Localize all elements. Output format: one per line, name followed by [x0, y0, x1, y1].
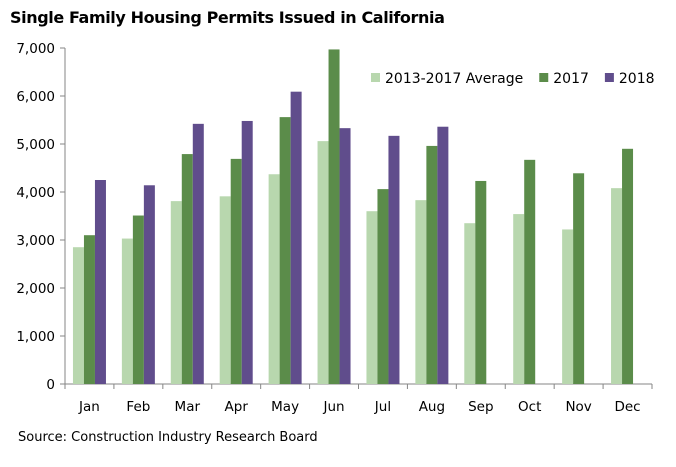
- bar-nov-2017: [573, 173, 585, 384]
- bar-apr-2013-2017-average: [219, 196, 231, 384]
- bar-jan-2017: [83, 235, 95, 384]
- legend-label: 2018: [619, 71, 655, 87]
- bar-feb-2013-2017-average: [121, 238, 133, 384]
- bar-may-2013-2017-average: [268, 174, 280, 384]
- bar-aug-2013-2017-average: [415, 200, 427, 384]
- bar-oct-2017: [524, 159, 536, 384]
- x-tick-label: Jan: [78, 399, 100, 415]
- bar-nov-2013-2017-average: [562, 229, 574, 384]
- x-tick-label: Dec: [614, 399, 640, 415]
- bar-jun-2018: [339, 128, 351, 384]
- bar-jul-2013-2017-average: [366, 211, 378, 384]
- chart-title: Single Family Housing Permits Issued in …: [10, 8, 445, 27]
- bar-feb-2018: [143, 185, 155, 384]
- x-tick-label: Feb: [126, 399, 150, 415]
- bar-may-2018: [290, 91, 302, 385]
- y-tick-label: 7,000: [16, 41, 55, 57]
- bar-apr-2018: [241, 120, 253, 385]
- bar-oct-2013-2017-average: [513, 214, 525, 384]
- y-tick-label: 1,000: [16, 329, 55, 345]
- source-note: Source: Construction Industry Research B…: [18, 430, 318, 445]
- x-tick-label: Oct: [518, 399, 541, 415]
- x-tick-label: Apr: [225, 399, 249, 415]
- legend-swatch: [604, 73, 614, 82]
- legend-swatch: [371, 73, 380, 82]
- bar-sep-2017: [475, 180, 487, 384]
- bar-mar-2013-2017-average: [170, 201, 182, 384]
- y-tick-label: 6,000: [16, 89, 55, 105]
- legend-label: 2013-2017 Average: [385, 71, 523, 87]
- bar-apr-2017: [230, 158, 242, 384]
- y-tick-label: 5,000: [16, 137, 55, 153]
- x-tick-label: May: [271, 399, 299, 415]
- y-tick-label: 4,000: [16, 185, 55, 201]
- bar-mar-2018: [192, 123, 204, 384]
- x-tick-label: Nov: [565, 399, 591, 415]
- bar-aug-2018: [437, 126, 449, 384]
- bar-sep-2013-2017-average: [464, 223, 476, 384]
- bar-dec-2013-2017-average: [611, 188, 623, 384]
- x-tick-label: Mar: [175, 399, 201, 415]
- bar-jun-2017: [328, 49, 340, 384]
- bar-jan-2018: [94, 180, 106, 384]
- bar-jul-2018: [388, 135, 400, 384]
- y-tick-label: 0: [46, 377, 55, 393]
- bar-mar-2017: [181, 154, 193, 384]
- x-tick-label: Sep: [468, 399, 493, 415]
- bar-aug-2017: [426, 145, 438, 384]
- legend-label: 2017: [553, 71, 589, 87]
- bar-feb-2017: [132, 215, 144, 384]
- bar-jun-2013-2017-average: [317, 141, 329, 384]
- bar-may-2017: [279, 117, 291, 385]
- x-tick-label: Jun: [322, 399, 344, 415]
- legend-swatch: [539, 73, 549, 82]
- bar-jan-2013-2017-average: [72, 247, 84, 384]
- y-tick-label: 3,000: [16, 233, 55, 249]
- y-tick-label: 2,000: [16, 281, 55, 297]
- bar-dec-2017: [622, 148, 634, 384]
- bar-jul-2017: [377, 189, 389, 384]
- x-tick-label: Aug: [419, 399, 445, 415]
- x-tick-label: Jul: [374, 399, 391, 415]
